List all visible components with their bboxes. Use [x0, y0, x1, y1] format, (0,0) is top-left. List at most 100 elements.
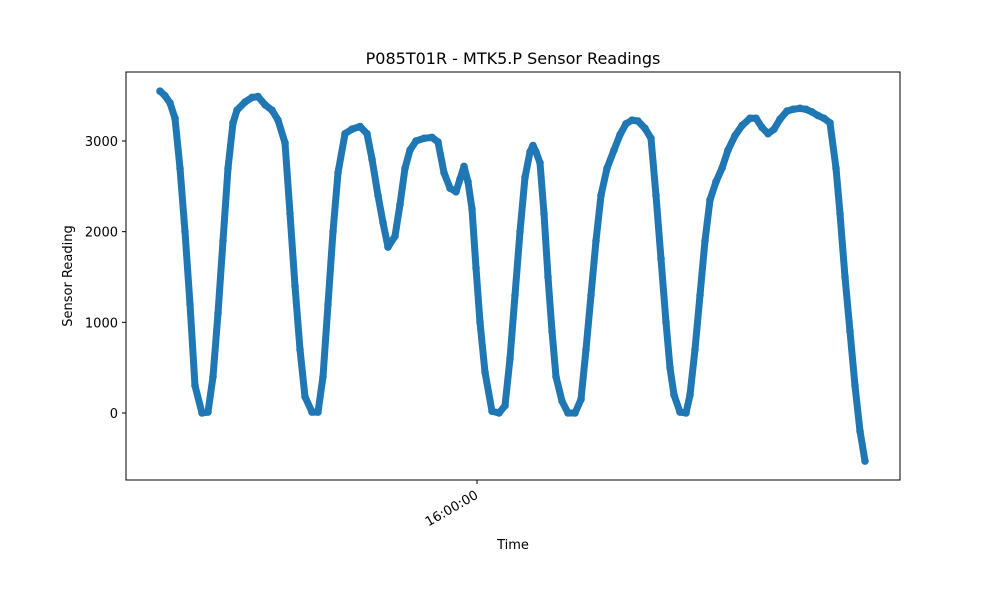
point	[191, 381, 199, 390]
point	[846, 327, 854, 336]
point	[472, 264, 480, 272]
point	[712, 177, 720, 186]
point	[476, 318, 484, 327]
point	[334, 168, 342, 177]
point	[552, 372, 560, 381]
point	[544, 273, 552, 281]
point	[161, 91, 169, 100]
point	[516, 227, 524, 236]
x-axis-label: Time	[496, 538, 529, 553]
point	[724, 146, 732, 154]
point	[363, 129, 371, 138]
point	[686, 391, 694, 399]
point	[229, 119, 237, 127]
point	[691, 345, 699, 354]
point	[204, 408, 212, 416]
point	[506, 354, 514, 363]
point	[770, 125, 778, 134]
point	[814, 111, 822, 120]
point	[440, 168, 448, 177]
point	[610, 146, 618, 154]
point	[682, 409, 690, 417]
point	[456, 175, 464, 183]
point	[261, 100, 269, 109]
point	[384, 243, 392, 251]
point	[420, 134, 428, 143]
y-tick-label: 3000	[85, 135, 118, 150]
point	[856, 427, 864, 435]
point	[738, 121, 746, 130]
point	[592, 236, 600, 245]
point	[291, 282, 299, 290]
point	[641, 124, 649, 133]
point	[676, 408, 684, 416]
point	[186, 300, 194, 308]
point	[268, 106, 276, 114]
point	[511, 291, 519, 299]
point	[241, 98, 249, 106]
point	[198, 409, 206, 417]
point	[356, 122, 364, 131]
chart-title: P085T01R - MTK5.P Sensor Readings	[366, 49, 661, 68]
point	[379, 218, 387, 227]
point	[166, 99, 174, 107]
point	[571, 409, 579, 417]
point	[319, 372, 327, 381]
point	[789, 105, 797, 114]
point	[662, 318, 670, 327]
point	[826, 119, 834, 127]
point	[446, 184, 454, 192]
point	[301, 392, 309, 401]
point	[861, 457, 869, 465]
point	[731, 131, 739, 140]
point	[796, 104, 804, 113]
point	[308, 408, 316, 416]
point	[488, 407, 496, 415]
point	[406, 146, 414, 154]
point	[564, 409, 572, 417]
point	[214, 309, 222, 318]
point	[836, 209, 844, 218]
point	[616, 130, 624, 139]
point	[701, 236, 709, 245]
point	[481, 368, 489, 376]
point	[634, 117, 642, 125]
point	[495, 409, 503, 417]
point	[657, 255, 665, 263]
point	[764, 129, 772, 138]
point	[808, 108, 816, 116]
point	[718, 164, 726, 172]
point	[540, 209, 548, 218]
point	[468, 205, 476, 213]
point	[696, 291, 704, 299]
point	[758, 123, 766, 132]
y-tick-label: 0	[110, 407, 118, 422]
point	[464, 177, 472, 186]
point	[851, 381, 859, 390]
y-tick-label: 2000	[85, 226, 118, 241]
point	[374, 191, 382, 200]
point	[521, 173, 529, 182]
y-axis-label: Sensor Reading	[61, 225, 76, 326]
point	[670, 391, 678, 399]
point	[558, 397, 566, 406]
point	[452, 187, 460, 196]
point	[628, 116, 636, 124]
point	[254, 92, 262, 101]
point	[171, 114, 179, 123]
point	[776, 115, 784, 124]
point	[233, 106, 241, 114]
point	[314, 408, 322, 416]
point	[622, 119, 630, 128]
point	[296, 345, 304, 354]
point	[434, 138, 442, 146]
point	[597, 191, 605, 200]
plot-area	[156, 87, 869, 465]
point	[529, 141, 537, 150]
point	[647, 134, 655, 143]
point	[412, 137, 420, 145]
point	[156, 87, 164, 95]
point	[324, 300, 332, 308]
point	[582, 345, 590, 354]
point	[396, 200, 404, 209]
